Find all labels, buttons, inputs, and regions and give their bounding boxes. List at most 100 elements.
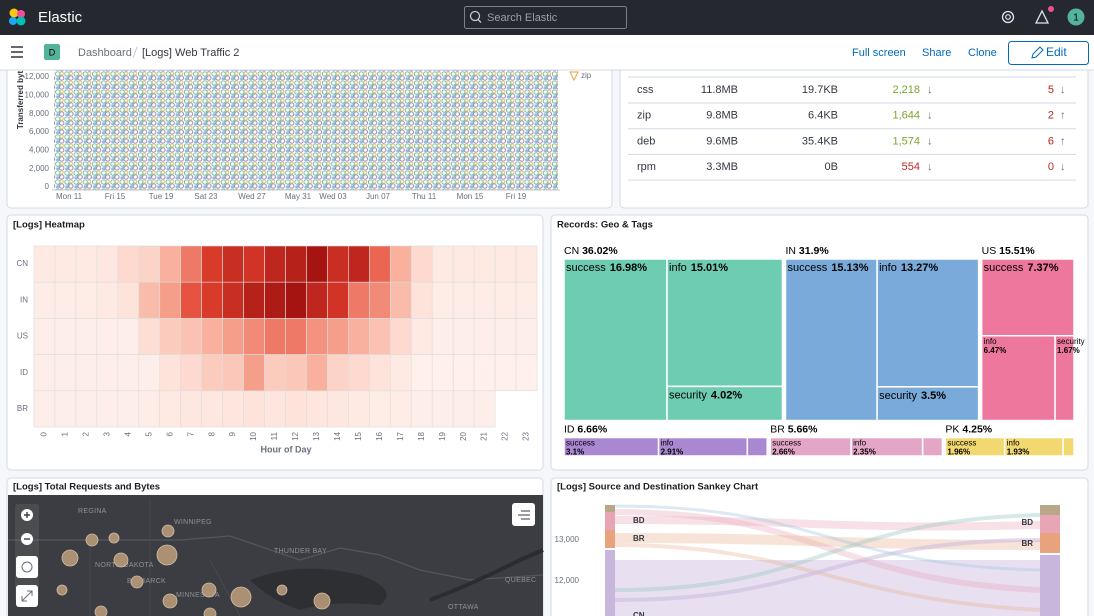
bubbles xyxy=(56,524,331,616)
tile-value: 2.66% xyxy=(772,448,795,457)
panel-title: Records: Geo & Tags xyxy=(557,220,653,231)
x-tick-label: Mon 11 xyxy=(56,192,83,201)
heat-cell xyxy=(306,390,328,428)
node xyxy=(605,505,615,512)
x-tick-label: 22 xyxy=(501,431,510,440)
heat-cell xyxy=(452,245,475,283)
cell: 6.4KB xyxy=(808,110,838,122)
heat-cell xyxy=(159,390,182,428)
heat-cell xyxy=(452,354,475,392)
cell: zip xyxy=(637,110,651,122)
x-tick-label: 13 xyxy=(312,431,321,440)
x-tick-label: Fri 15 xyxy=(105,192,126,201)
table-panel: css 11.8MB 19.7KB 2,218 ↓ 5 ↓ zip 9.8MB 6.4KB 1,64… xyxy=(628,76,1076,181)
bubble xyxy=(201,582,217,598)
heat-cell xyxy=(54,318,77,355)
heat-cell xyxy=(243,390,265,428)
heat-cell xyxy=(348,245,370,283)
heat-cell xyxy=(180,318,202,355)
x-tick-label: Fri 19 xyxy=(506,192,527,201)
news-icon[interactable] xyxy=(1034,9,1050,24)
heat-cell xyxy=(33,318,56,355)
brand: Elastic xyxy=(38,9,83,26)
group-value: 6.66% xyxy=(577,423,607,435)
cell: 554 xyxy=(902,161,920,173)
flow xyxy=(614,543,1041,612)
heat-cell xyxy=(285,245,307,283)
tile xyxy=(980,258,1075,337)
y-tick-label: ID xyxy=(20,368,28,377)
avatar[interactable] xyxy=(1067,8,1085,26)
breadcrumb[interactable]: Dashboard xyxy=(78,47,132,59)
tile-value: 1.96% xyxy=(947,448,970,457)
tile-name: security xyxy=(1057,337,1085,346)
locate[interactable] xyxy=(16,556,38,578)
heat-cell xyxy=(243,245,265,283)
tile-label: success 3.1% xyxy=(566,439,595,457)
space-initial: D xyxy=(49,47,56,57)
tile-label: info 6.47% xyxy=(984,337,1007,355)
trend-icon: ↑ xyxy=(1060,110,1066,122)
node-label: BR xyxy=(1021,539,1033,548)
node xyxy=(605,550,615,616)
tile-label: success 2.66% xyxy=(772,439,801,457)
group-name: ID xyxy=(564,423,575,435)
y-tick-label: 10,000 xyxy=(25,90,50,99)
y-tick-label: CN xyxy=(16,259,28,268)
trend-icon: ↓ xyxy=(927,110,933,122)
heat-cell xyxy=(452,318,475,355)
x-tick-label: 18 xyxy=(417,431,426,440)
x-tick-label: 8 xyxy=(207,431,216,436)
group-name: BR xyxy=(770,423,785,435)
sankey: BD BR CN BD BR 13,000 12,000 xyxy=(555,504,1060,616)
tile-value: 1.67% xyxy=(1057,346,1080,355)
icon xyxy=(518,510,530,520)
y-tick-label: 13,000 xyxy=(555,535,580,544)
y-tick-label: IN xyxy=(20,295,28,304)
x-tick-label: 3 xyxy=(102,431,111,436)
heat-cell xyxy=(201,245,223,283)
trend-icon: ↓ xyxy=(927,161,933,173)
map-controls xyxy=(15,503,535,607)
bubble xyxy=(108,532,120,544)
x-tick-label: 11 xyxy=(270,431,279,440)
tile-value: 1.93% xyxy=(1007,448,1030,457)
heat-cell xyxy=(138,354,161,392)
heat-cell xyxy=(243,318,265,355)
icon xyxy=(24,512,30,518)
bubble xyxy=(113,552,129,568)
heat-cell xyxy=(327,281,349,319)
place-label: REGINA xyxy=(78,508,107,515)
heat-cell xyxy=(138,245,161,283)
menu-button[interactable] xyxy=(11,46,23,58)
tile-name: info xyxy=(984,337,997,346)
tile-name: success xyxy=(566,439,595,448)
heat-cell xyxy=(285,354,307,392)
action-link[interactable]: Full screen xyxy=(852,47,906,59)
cell: 1,574 xyxy=(892,135,920,147)
help-icon[interactable] xyxy=(1001,10,1015,24)
group-value: 4.25% xyxy=(962,423,992,435)
search-box[interactable] xyxy=(464,6,627,29)
space-badge[interactable] xyxy=(44,44,60,60)
place-label: MINNESOTA xyxy=(176,592,220,599)
heat-cell xyxy=(452,281,475,319)
heat-cell xyxy=(348,281,370,319)
heat-cell xyxy=(201,390,223,428)
tile-value: 2.35% xyxy=(853,448,876,457)
action-link[interactable]: Share xyxy=(922,47,951,59)
heat-cell xyxy=(180,245,202,283)
icon xyxy=(21,561,33,573)
heat-cell xyxy=(159,245,182,283)
heat-cell xyxy=(75,318,98,355)
edit-button[interactable] xyxy=(1008,41,1089,65)
tile-name: info xyxy=(1007,439,1020,448)
heat-cell xyxy=(369,245,391,283)
x-tick-label: 16 xyxy=(375,431,384,440)
heat-cell xyxy=(494,245,517,283)
action-link[interactable]: Clone xyxy=(968,47,997,59)
heat-cell xyxy=(348,318,370,355)
x-tick-label: 7 xyxy=(186,431,195,436)
heat-cell xyxy=(201,354,223,392)
